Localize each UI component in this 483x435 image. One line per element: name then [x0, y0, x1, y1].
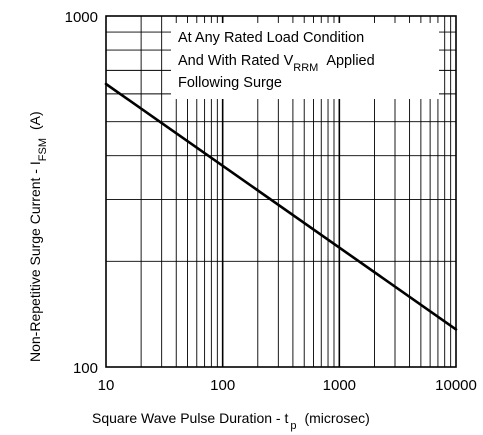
y-axis-label-main: Non-Repetitive Surge Current - I — [27, 161, 43, 362]
series-layer — [104, 82, 458, 331]
x-tick-label: 100 — [210, 377, 235, 394]
annotation-box — [171, 23, 439, 99]
annotation-line-2: And With Rated VRRM Applied — [178, 53, 375, 74]
x-axis-label-unit: (microsec) — [304, 410, 369, 426]
annotation-line-1: At Any Rated Load Condition — [178, 30, 364, 46]
x-tick-label: 1000 — [323, 377, 356, 394]
x-axis-label: Square Wave Pulse Duration - t p (microsec… — [92, 410, 370, 432]
plot-frame — [105, 15, 457, 368]
y-tick-label: 1000 — [65, 9, 98, 26]
y-axis-label-unit: (A) — [27, 111, 43, 130]
x-axis-label-sub: p — [290, 420, 296, 432]
annotation-line-2-suffix: Applied — [326, 53, 374, 69]
y-tick-label: 100 — [73, 360, 98, 377]
y-axis-label-sub: FSM — [37, 138, 49, 161]
x-axis-label-main: Square Wave Pulse Duration - t — [92, 410, 288, 426]
x-tick-label: 10 — [98, 377, 115, 394]
annotation-line-3: Following Surge — [178, 75, 282, 91]
y-axis-label: Non-Repetitive Surge Current - IFSM (A) — [27, 111, 49, 362]
x-tick-label: 10000 — [435, 377, 477, 394]
annotation-line-2-sub: RRM — [293, 62, 318, 74]
annotation-line-2-prefix: And With Rated V — [178, 53, 294, 69]
series-line — [104, 82, 458, 331]
